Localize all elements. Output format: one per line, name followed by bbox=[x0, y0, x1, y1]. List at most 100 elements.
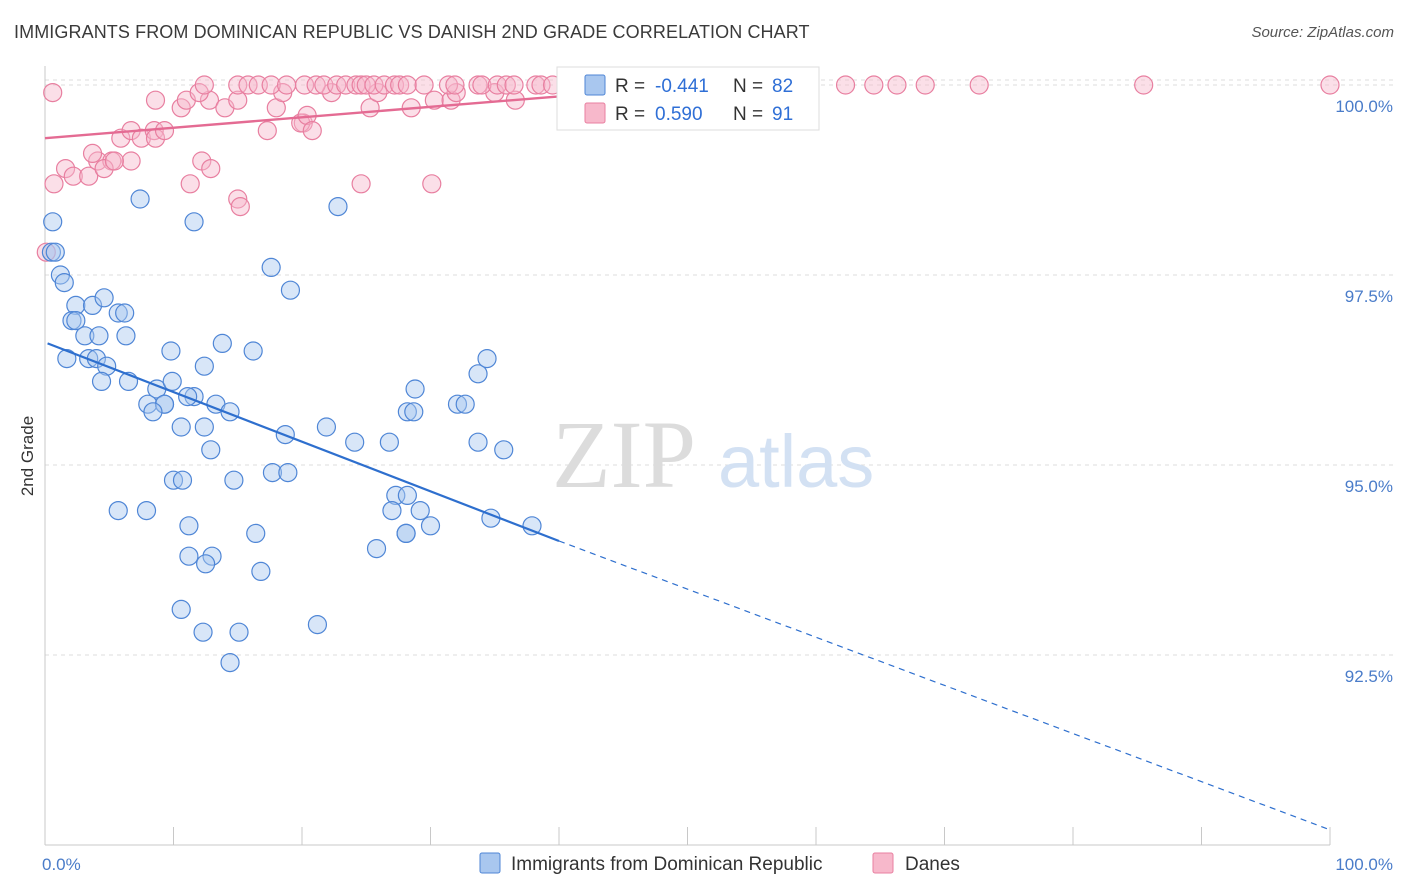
dominican-point bbox=[75, 326, 95, 346]
dominican-point bbox=[115, 303, 135, 323]
dominican-point bbox=[224, 470, 244, 490]
dominican-point bbox=[108, 303, 128, 323]
dominican-point bbox=[194, 417, 214, 437]
danes-point bbox=[446, 82, 466, 103]
dominican-point bbox=[397, 402, 417, 422]
dominican-point bbox=[494, 440, 514, 460]
dominican-point bbox=[171, 417, 191, 437]
danes-point bbox=[111, 128, 131, 148]
source-label: Source: ZipAtlas.com bbox=[1251, 24, 1394, 41]
dominican-point bbox=[130, 189, 150, 209]
dominican-point bbox=[172, 470, 193, 490]
dominican-point bbox=[262, 463, 283, 483]
dominican-point bbox=[43, 212, 63, 232]
danes-point bbox=[374, 75, 394, 95]
danes-point bbox=[438, 75, 459, 95]
danes-point bbox=[364, 75, 384, 95]
dominican-point bbox=[220, 652, 240, 673]
dominican-point bbox=[54, 273, 74, 293]
danes-point bbox=[424, 90, 444, 110]
danes-point bbox=[306, 75, 326, 95]
legend-swatch-pink bbox=[584, 102, 606, 124]
danes-point bbox=[121, 151, 141, 171]
y-tick-labels: 92.5% 95.0% 97.5% 100.0% bbox=[1335, 97, 1393, 686]
danes-point bbox=[504, 75, 524, 95]
dominican-point bbox=[66, 295, 86, 315]
legend-n-label-2: N = bbox=[733, 104, 763, 125]
danes-point bbox=[228, 189, 248, 209]
dominican-point bbox=[468, 432, 488, 452]
danes-point bbox=[302, 121, 322, 141]
dominican-point bbox=[280, 280, 301, 300]
danes-point bbox=[63, 166, 83, 186]
danes-point bbox=[43, 82, 63, 103]
dominican-point bbox=[246, 523, 266, 544]
dominican-point bbox=[243, 341, 263, 361]
dominican-point bbox=[196, 554, 216, 574]
y-tick-label: 97.5% bbox=[1345, 287, 1393, 306]
danes-point bbox=[531, 75, 551, 95]
y-tick-label: 92.5% bbox=[1345, 667, 1393, 686]
dominican-point bbox=[193, 622, 213, 642]
danes-trend-line bbox=[44, 95, 560, 140]
danes-point bbox=[228, 75, 248, 95]
x-tick-label: 0.0% bbox=[42, 855, 81, 874]
x-tick-marks bbox=[44, 827, 1331, 845]
dominican-point bbox=[522, 516, 542, 536]
dominican-point bbox=[57, 349, 77, 369]
legend-n-value-2: 91 bbox=[772, 104, 793, 125]
dominican-point bbox=[278, 463, 298, 483]
dominican-point bbox=[171, 599, 191, 620]
danes-point bbox=[180, 174, 200, 194]
danes-point bbox=[336, 75, 356, 95]
danes-point bbox=[294, 75, 315, 95]
danes-point bbox=[194, 75, 214, 95]
dominican-point bbox=[307, 614, 328, 635]
danes-point bbox=[390, 75, 410, 95]
dominican-point bbox=[91, 371, 112, 391]
legend-r-value-2: 0.590 bbox=[655, 104, 703, 125]
danes-point bbox=[915, 75, 935, 95]
x-tick-labels: 0.0% 100.0% bbox=[42, 855, 1393, 874]
danes-point bbox=[351, 174, 371, 194]
watermark: ZIP atlas bbox=[552, 401, 874, 508]
danes-point bbox=[257, 121, 277, 141]
danes-point bbox=[414, 75, 434, 95]
dominican-point bbox=[201, 440, 221, 460]
danes-point bbox=[1134, 75, 1154, 95]
y-axis-label: 2nd Grade bbox=[18, 416, 37, 496]
dominican-point bbox=[447, 394, 468, 414]
legend-swatch-blue bbox=[584, 74, 606, 96]
danes-point bbox=[145, 90, 166, 110]
stats-legend: R = -0.441 N = 82 R = 0.590 N = 91 bbox=[556, 66, 820, 131]
bottom-legend-label-1: Immigrants from Dominican Republic bbox=[511, 854, 823, 875]
dominican-trend-line bbox=[47, 342, 560, 543]
dominican-point bbox=[316, 417, 337, 437]
dominican-point bbox=[184, 212, 204, 232]
legend-r-value-1: -0.441 bbox=[655, 76, 709, 97]
legend-n-label-1: N = bbox=[733, 76, 763, 97]
danes-point bbox=[1320, 75, 1340, 95]
dominican-point bbox=[89, 326, 109, 346]
dominican-point bbox=[468, 364, 488, 384]
dominican-point bbox=[136, 501, 157, 521]
danes-point bbox=[887, 75, 907, 95]
series-legend: Immigrants from Dominican Republic Danes bbox=[479, 852, 960, 875]
dominican-point bbox=[345, 432, 365, 452]
dominican-point bbox=[94, 288, 114, 308]
series-dominican-points bbox=[41, 189, 542, 673]
danes-point bbox=[55, 159, 76, 179]
danes-point bbox=[104, 151, 124, 171]
y-tick-label: 100.0% bbox=[1335, 97, 1393, 116]
danes-point bbox=[261, 75, 281, 95]
dominican-point bbox=[410, 501, 430, 521]
dominican-point bbox=[162, 371, 182, 391]
dominican-point bbox=[420, 516, 441, 536]
bottom-legend-label-2: Danes bbox=[905, 854, 960, 875]
dominican-point bbox=[382, 501, 402, 521]
danes-point bbox=[496, 75, 516, 95]
bottom-legend-swatch-blue bbox=[479, 852, 501, 874]
dominican-point bbox=[202, 546, 222, 566]
dominican-point bbox=[161, 341, 181, 361]
dominican-point bbox=[82, 295, 103, 315]
